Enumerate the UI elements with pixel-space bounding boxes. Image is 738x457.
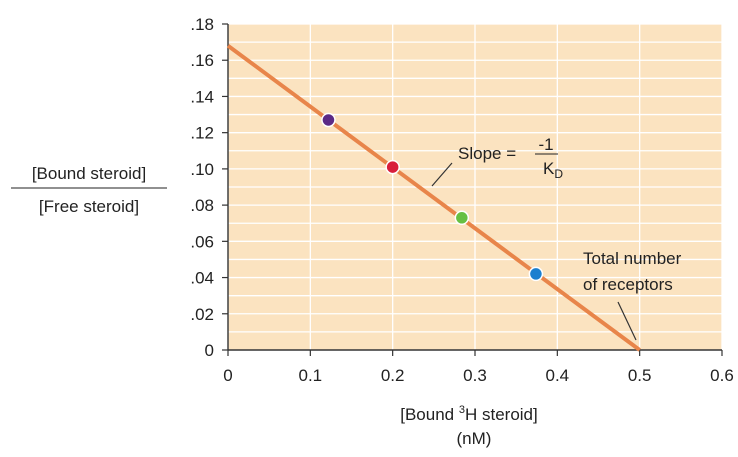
- slope-numerator: -1: [538, 135, 553, 154]
- x-tick-label: 0.2: [381, 366, 405, 385]
- intercept-pointer-line: [617, 301, 637, 341]
- x-tick-label: 0.1: [299, 366, 323, 385]
- y-tick-label: .04: [190, 269, 214, 288]
- intercept-label-line1: Total number: [583, 249, 682, 268]
- y-tick-label: .18: [190, 15, 214, 34]
- x-tick-label: 0.3: [463, 366, 487, 385]
- y-tick-label: .12: [190, 124, 214, 143]
- data-point: [321, 112, 336, 128]
- data-point: [385, 159, 400, 175]
- slope-denominator: KD: [543, 159, 563, 181]
- x-axis-unit: (nM): [457, 429, 492, 448]
- slope-pointer-line: [431, 162, 453, 187]
- y-axis-label-denominator: [Free steroid]: [39, 197, 139, 216]
- y-tick-label: .02: [190, 305, 214, 324]
- y-axis-label-numerator: [Bound steroid]: [32, 164, 146, 183]
- y-tick-label: .16: [190, 51, 214, 70]
- data-point: [528, 266, 544, 282]
- y-tick-label: .14: [190, 87, 214, 106]
- data-points: [321, 112, 544, 282]
- regression-line: [226, 44, 641, 352]
- x-tick-labels: 0 0.1 0.2 0.3 0.4 0.5 0.6: [223, 366, 734, 385]
- x-tick-label: 0: [223, 366, 232, 385]
- grid-lines: [227, 23, 723, 351]
- x-tick-label: 0.6: [710, 366, 734, 385]
- y-tick-label: .10: [190, 160, 214, 179]
- intercept-label-line2: of receptors: [583, 275, 673, 294]
- y-tick-label: .08: [190, 196, 214, 215]
- y-tick-label: 0: [205, 341, 214, 360]
- x-tick-label: 0.5: [628, 366, 652, 385]
- y-tick-label: .06: [190, 232, 214, 251]
- x-tick-label: 0.4: [546, 366, 570, 385]
- y-tick-labels: 0 .02 .04 .06 .08 .10 .12 .14 .16 .18: [190, 15, 214, 360]
- slope-label: Slope =: [458, 144, 516, 163]
- data-point: [454, 210, 470, 226]
- x-axis-label: [Bound 3H steroid]: [400, 404, 537, 424]
